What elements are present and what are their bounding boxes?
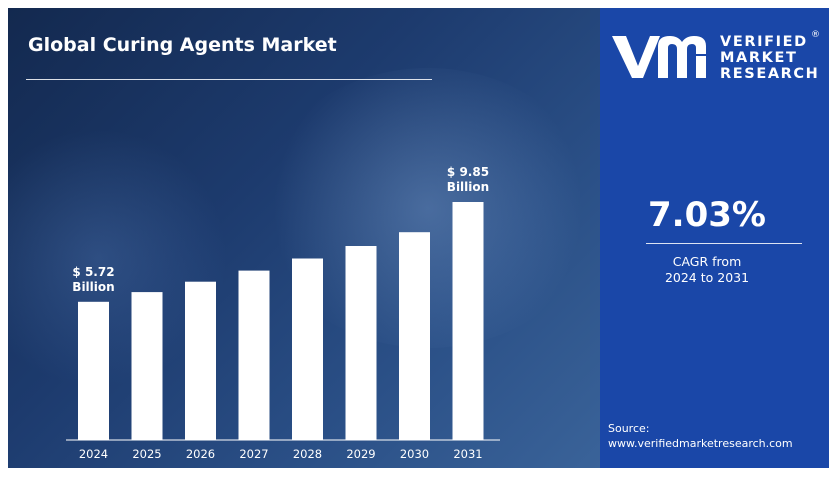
x-tick-label: 2026 — [186, 447, 215, 461]
bar-2029 — [345, 246, 377, 440]
brand-line-verified: VERIFIED — [720, 34, 808, 50]
bar-2026 — [185, 281, 216, 440]
chart-title: Global Curing Agents Market — [28, 34, 337, 56]
cagr-divider — [646, 243, 802, 244]
data-label-2024: $ 5.72 — [72, 265, 114, 279]
stats-panel — [600, 8, 829, 468]
x-tick-label: 2029 — [346, 447, 375, 461]
x-tick-label: 2031 — [453, 447, 482, 461]
bar-2031 — [452, 202, 484, 440]
bar-2027 — [238, 270, 270, 440]
brand-line-research: RESEARCH — [720, 66, 820, 82]
cagr-label-line2: 2024 to 2031 — [664, 270, 750, 285]
bar-2028 — [292, 258, 323, 440]
registered-icon: ® — [811, 30, 820, 40]
bar-2024 — [78, 301, 109, 440]
cagr-value: 7.03% — [648, 195, 766, 235]
x-tick-label: 2025 — [132, 447, 161, 461]
data-label-2031: Billion — [447, 180, 489, 194]
data-label-2031: $ 9.85 — [447, 165, 489, 179]
x-tick-label: 2028 — [293, 447, 322, 461]
source-label: Source: — [608, 422, 650, 435]
source-note: Source: www.verifiedmarketresearch.com — [608, 421, 793, 451]
brand-line-market: MARKET — [720, 50, 798, 66]
cagr-label-line1: CAGR from — [672, 254, 742, 269]
data-label-2024: Billion — [72, 280, 114, 294]
vmr-logo-icon — [612, 36, 706, 78]
bar-2030 — [399, 232, 430, 440]
cagr-label: CAGR from 2024 to 2031 — [600, 254, 814, 286]
x-tick-label: 2024 — [79, 447, 108, 461]
title-divider — [26, 79, 432, 80]
source-url: www.verifiedmarketresearch.com — [608, 437, 793, 450]
brand-logo: VERIFIED MARKET RESEARCH ® — [606, 30, 820, 88]
bar-2025 — [131, 292, 163, 440]
brand-name: VERIFIED MARKET RESEARCH — [720, 34, 819, 82]
x-tick-label: 2027 — [239, 447, 268, 461]
x-tick-label: 2030 — [400, 447, 429, 461]
